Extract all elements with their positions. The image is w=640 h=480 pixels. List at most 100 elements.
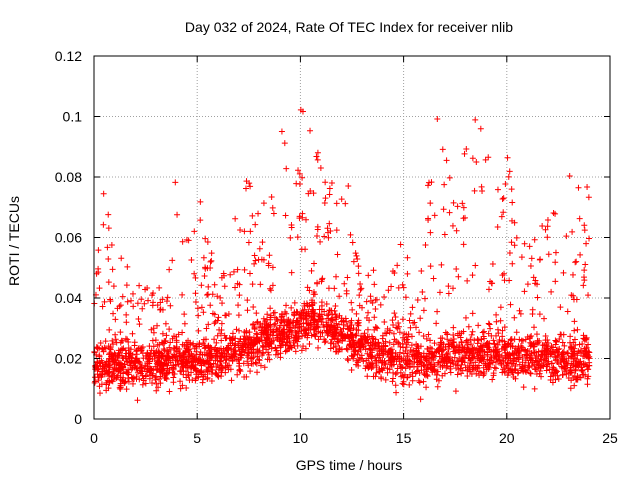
data-point bbox=[465, 323, 472, 330]
data-point bbox=[175, 361, 182, 368]
data-point bbox=[347, 319, 354, 326]
data-point bbox=[251, 260, 258, 267]
data-point bbox=[446, 174, 453, 181]
data-point bbox=[169, 335, 176, 342]
data-point bbox=[347, 231, 354, 238]
data-point bbox=[469, 272, 476, 279]
data-point bbox=[179, 363, 186, 370]
data-point bbox=[201, 272, 208, 279]
data-point bbox=[98, 381, 105, 388]
data-point bbox=[220, 270, 227, 277]
data-point bbox=[572, 366, 579, 373]
data-point bbox=[269, 282, 276, 289]
data-point bbox=[155, 384, 162, 391]
data-point bbox=[538, 373, 545, 380]
data-point bbox=[580, 332, 587, 339]
data-point bbox=[583, 348, 590, 355]
data-point bbox=[390, 322, 397, 329]
data-point bbox=[485, 286, 492, 293]
data-point bbox=[282, 309, 289, 316]
data-point bbox=[104, 244, 111, 251]
data-point bbox=[192, 274, 199, 281]
data-point bbox=[525, 364, 532, 371]
data-point bbox=[174, 211, 181, 218]
data-point bbox=[386, 366, 393, 373]
data-point bbox=[572, 259, 579, 266]
data-point bbox=[373, 369, 380, 376]
data-point bbox=[443, 351, 450, 358]
data-point bbox=[291, 311, 298, 318]
data-point bbox=[409, 304, 416, 311]
data-point bbox=[393, 389, 400, 396]
data-point bbox=[343, 345, 350, 352]
data-point bbox=[183, 236, 190, 243]
data-point bbox=[558, 331, 565, 338]
data-point bbox=[165, 349, 172, 356]
data-point bbox=[151, 353, 158, 360]
data-point bbox=[527, 352, 534, 359]
data-point bbox=[224, 362, 231, 369]
data-point bbox=[191, 345, 198, 352]
data-point bbox=[118, 363, 125, 370]
data-point bbox=[136, 345, 143, 352]
data-point bbox=[371, 314, 378, 321]
data-point bbox=[210, 360, 217, 367]
data-point bbox=[160, 346, 167, 353]
data-point bbox=[430, 366, 437, 373]
data-point bbox=[555, 349, 562, 356]
data-point bbox=[585, 341, 592, 348]
data-point bbox=[184, 341, 191, 348]
data-point bbox=[147, 367, 154, 374]
data-point bbox=[209, 291, 216, 298]
data-point bbox=[234, 371, 241, 378]
data-point bbox=[399, 340, 406, 347]
data-point bbox=[502, 181, 509, 188]
data-point bbox=[579, 353, 586, 360]
data-point bbox=[566, 173, 573, 180]
data-point bbox=[310, 316, 317, 323]
data-point bbox=[421, 362, 428, 369]
data-point bbox=[294, 309, 301, 316]
data-point bbox=[208, 345, 215, 352]
data-point bbox=[127, 346, 134, 353]
y-tick-label: 0.04 bbox=[55, 290, 82, 306]
data-point bbox=[483, 343, 490, 350]
data-point bbox=[164, 370, 171, 377]
data-point bbox=[241, 266, 248, 273]
data-point bbox=[438, 261, 445, 268]
data-point bbox=[363, 298, 370, 305]
data-point bbox=[231, 342, 238, 349]
data-point bbox=[103, 358, 110, 365]
data-point bbox=[116, 303, 123, 310]
data-point bbox=[95, 377, 102, 384]
data-point bbox=[417, 396, 424, 403]
data-point bbox=[157, 306, 164, 313]
data-point bbox=[330, 316, 337, 323]
data-point bbox=[299, 333, 306, 340]
data-point bbox=[330, 340, 337, 347]
data-point bbox=[214, 332, 221, 339]
data-point bbox=[394, 365, 401, 372]
data-point bbox=[237, 335, 244, 342]
data-point bbox=[462, 314, 469, 321]
data-point bbox=[252, 257, 259, 264]
data-point bbox=[298, 327, 305, 334]
data-point bbox=[344, 274, 351, 281]
y-tick-label: 0 bbox=[74, 411, 82, 427]
data-point bbox=[570, 292, 577, 299]
data-point bbox=[333, 200, 340, 207]
data-point bbox=[431, 212, 438, 219]
data-point bbox=[302, 246, 309, 253]
data-point bbox=[555, 354, 562, 361]
data-point bbox=[341, 280, 348, 287]
data-point bbox=[311, 260, 318, 267]
data-point bbox=[334, 335, 341, 342]
data-point bbox=[164, 294, 171, 301]
data-point bbox=[512, 375, 519, 382]
data-point bbox=[542, 226, 549, 233]
data-point bbox=[548, 343, 555, 350]
data-point bbox=[177, 378, 184, 385]
data-point bbox=[145, 297, 152, 304]
data-point bbox=[399, 334, 406, 341]
data-point bbox=[118, 337, 125, 344]
